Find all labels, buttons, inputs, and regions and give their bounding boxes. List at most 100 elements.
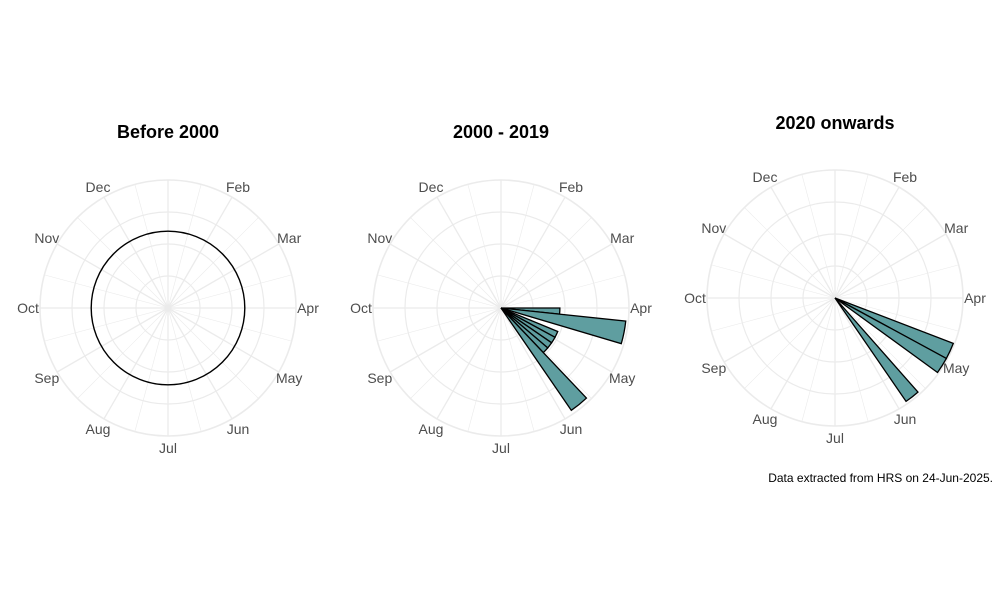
grid-spoke (467, 184, 502, 309)
month-label-mar: Mar (944, 220, 968, 236)
month-label-apr: Apr (297, 300, 319, 316)
month-label-may: May (609, 370, 635, 386)
grid-spoke (103, 196, 169, 309)
grid-spoke (500, 184, 535, 309)
grid-spoke (167, 307, 259, 399)
grid-spoke (711, 297, 836, 332)
grid (39, 179, 297, 437)
month-label-jun: Jun (227, 421, 250, 437)
grid-spoke (377, 307, 502, 342)
month-label-apr: Apr (964, 290, 986, 306)
grid-spoke (134, 184, 169, 309)
grid-spoke (467, 307, 502, 432)
grid-spoke (723, 297, 836, 363)
grid-spoke (410, 307, 502, 399)
grid-spoke (410, 217, 502, 309)
grid-spoke (77, 217, 169, 309)
grid-spoke (834, 297, 959, 332)
month-label-dec: Dec (419, 179, 444, 195)
grid-spoke (44, 307, 169, 342)
month-label-nov: Nov (34, 230, 59, 246)
grid-spoke (834, 233, 947, 299)
month-label-oct: Oct (17, 300, 39, 316)
polar-panel-2: Feb Mar Apr May Jun Jul Aug Sep Oct Nov Dec 2000 - … (350, 122, 652, 456)
month-label-feb: Feb (893, 169, 917, 185)
grid-spoke (167, 307, 202, 432)
panel-title: 2000 - 2019 (453, 122, 549, 142)
grid-spoke (77, 307, 169, 399)
month-label-aug: Aug (419, 421, 444, 437)
grid-spoke (167, 307, 233, 420)
polar-panel-1: Feb Mar Apr May Jun Jul Aug Sep Oct Nov Dec Before … (17, 122, 319, 456)
grid-spoke (167, 217, 259, 309)
grid-spoke (500, 243, 613, 309)
month-label-jun: Jun (560, 421, 583, 437)
bar-wedge-2 (834, 297, 948, 374)
panel-title: Before 2000 (117, 122, 219, 142)
grid-spoke (834, 207, 926, 299)
month-label-may: May (276, 370, 302, 386)
grid-spoke (801, 174, 836, 299)
grid-spoke (834, 264, 959, 299)
grid-spoke (134, 307, 169, 432)
month-label-dec: Dec (86, 179, 111, 195)
grid-spoke (389, 243, 502, 309)
month-label-jul: Jul (492, 440, 510, 456)
grid-spoke (834, 297, 926, 389)
grid-spoke (770, 186, 836, 299)
month-label-aug: Aug (753, 411, 778, 427)
month-label-jun: Jun (894, 411, 917, 427)
grid-spoke (56, 243, 169, 309)
month-label-mar: Mar (277, 230, 301, 246)
grid-spoke (711, 264, 836, 299)
grid-spoke (377, 274, 502, 309)
month-label-feb: Feb (559, 179, 583, 195)
empty-ring (90, 230, 246, 386)
month-label-aug: Aug (86, 421, 111, 437)
grid-spoke (500, 274, 625, 309)
grid-spoke (801, 297, 836, 422)
grid-spoke (834, 174, 869, 299)
month-label-feb: Feb (226, 179, 250, 195)
month-label-sep: Sep (34, 370, 59, 386)
panel-title: 2020 onwards (775, 113, 894, 133)
grid-spoke (500, 307, 535, 432)
grid-spoke (436, 307, 502, 420)
grid-spoke (770, 297, 836, 410)
bar-wedge-7 (500, 307, 588, 412)
grid-spoke (56, 307, 169, 373)
grid-spoke (167, 274, 292, 309)
grid-spoke (834, 297, 900, 410)
grid-spoke (167, 307, 280, 373)
bar-wedge-2 (500, 307, 627, 345)
grid-spoke (834, 186, 900, 299)
grid-spoke (167, 184, 202, 309)
grid-spoke (44, 274, 169, 309)
polar-panel-3: Feb Mar Apr May Jun Jul Aug Sep Oct Nov Dec 2020 on… (684, 113, 986, 446)
grid-spoke (834, 297, 869, 422)
data-source-caption: Data extracted from HRS on 24-Jun-2025. (768, 471, 993, 485)
month-label-sep: Sep (701, 360, 726, 376)
grid-spoke (389, 307, 502, 373)
month-label-jul: Jul (826, 430, 844, 446)
month-label-may: May (943, 360, 969, 376)
grid-spoke (744, 297, 836, 389)
grid-spoke (500, 307, 566, 420)
grid-spoke (167, 196, 233, 309)
month-label-oct: Oct (350, 300, 372, 316)
grid-spoke (744, 207, 836, 299)
month-label-dec: Dec (753, 169, 778, 185)
month-label-jul: Jul (159, 440, 177, 456)
month-label-apr: Apr (630, 300, 652, 316)
month-label-nov: Nov (367, 230, 392, 246)
grid-spoke (167, 243, 280, 309)
grid-spoke (436, 196, 502, 309)
month-label-oct: Oct (684, 290, 706, 306)
grid-spoke (167, 307, 292, 342)
month-label-mar: Mar (610, 230, 634, 246)
month-label-nov: Nov (701, 220, 726, 236)
month-label-sep: Sep (367, 370, 392, 386)
bar-wedge-3 (834, 297, 919, 403)
grid-spoke (723, 233, 836, 299)
